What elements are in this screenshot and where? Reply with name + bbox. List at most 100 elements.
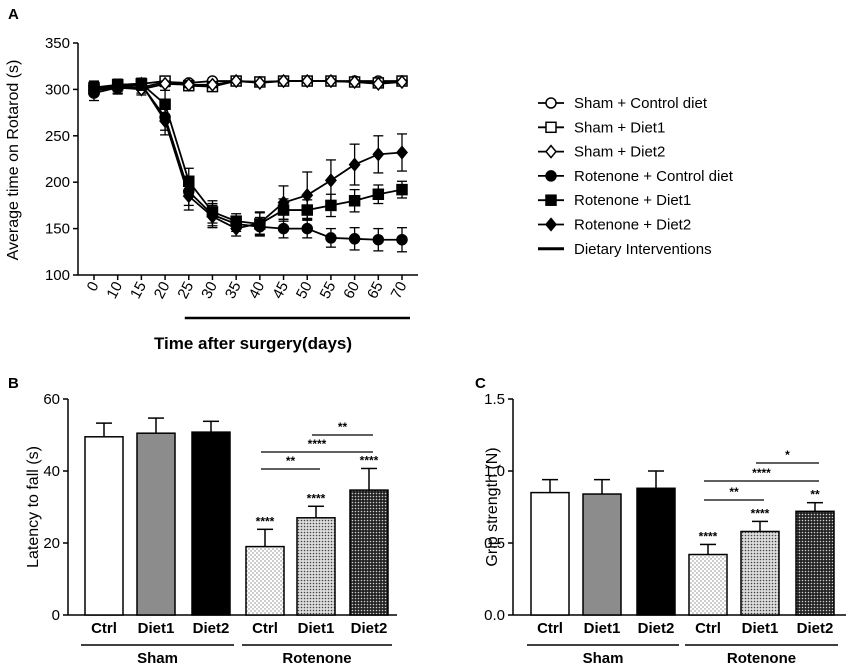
panel-a-point: [182, 77, 195, 92]
panel-a-xlabel: Time after surgery(days): [154, 334, 352, 353]
bar: [136, 432, 176, 616]
panel-a-point: [396, 145, 408, 160]
bar-category-label: Diet1: [298, 620, 335, 637]
bar: [349, 489, 389, 616]
bar-y-tick-label: 20: [43, 535, 60, 552]
legend-label: Dietary Interventions: [574, 241, 712, 258]
bar-category-label: Ctrl: [91, 620, 117, 637]
panel-a-x-tick-label: 55: [317, 279, 340, 302]
panel-a-point: [182, 188, 195, 204]
bar-group-label: Rotenone: [282, 650, 351, 667]
panel-a-point: [348, 157, 361, 172]
bar-category-label: Diet2: [193, 620, 230, 637]
panel-a-point: [348, 74, 361, 90]
bar-y-tick-label: 0.5: [484, 535, 505, 552]
legend-marker: [545, 97, 557, 109]
bar-category-label: Diet1: [138, 620, 175, 637]
panel-a-y-tick-label: 350: [45, 35, 70, 52]
panel-a-point: [230, 73, 243, 89]
panel-a-point: [396, 183, 408, 196]
panel-a-point: [277, 222, 290, 235]
panel-a-y-tick-label: 150: [45, 221, 70, 238]
bar: [296, 517, 336, 616]
panel-a-point: [301, 73, 314, 89]
legend-label: Rotenone + Diet1: [574, 192, 691, 209]
panel-a-y-tick-label: 250: [45, 128, 70, 145]
panel-a-point: [111, 78, 124, 93]
panel-a-point: [324, 173, 337, 188]
bar: [582, 493, 622, 616]
legend-marker: [545, 217, 557, 232]
panel-a-x-tick-label: 15: [127, 279, 150, 302]
bar-category-label: Diet2: [351, 620, 388, 637]
panel-a-x-tick-label: 70: [388, 279, 411, 302]
panel-a-x-tick-label: 0: [84, 279, 103, 294]
bar-significance-label: ****: [699, 529, 718, 543]
panel-a-point: [159, 113, 172, 129]
bar: [530, 491, 570, 616]
panel-a-x-tick-label: 30: [198, 279, 221, 302]
bar-y-tick-label: 1.0: [484, 463, 505, 480]
bar-comparison-label: **: [286, 454, 296, 468]
panel-a-point: [206, 209, 219, 224]
legend-label: Sham + Diet1: [574, 119, 665, 136]
bar: [740, 530, 780, 616]
bar-comparison-label: **: [338, 420, 348, 434]
bar: [688, 553, 728, 616]
panel-b-letter: B: [8, 375, 19, 392]
panel-a-point: [396, 74, 408, 90]
panel-a-letter: A: [8, 6, 19, 23]
bar-category-label: Ctrl: [537, 620, 563, 637]
panel-a-series: [88, 76, 408, 237]
bar-y-tick-label: 0.0: [484, 607, 505, 624]
bar-category-label: Diet1: [584, 620, 621, 637]
bar-significance-label: ****: [256, 514, 275, 528]
panel-a-ylabel: Average time on Rotarod (s): [5, 60, 22, 261]
bar-category-label: Ctrl: [252, 620, 278, 637]
panel-a-point: [253, 75, 266, 91]
bar: [636, 487, 676, 616]
bar-category-label: Ctrl: [695, 620, 721, 637]
bar-significance-label: ****: [751, 506, 770, 520]
panel-a-point: [348, 195, 361, 207]
panel-a-y-tick-label: 200: [45, 174, 70, 191]
bar-comparison-label: *: [785, 448, 790, 462]
bar-group-label: Rotenone: [727, 650, 796, 667]
panel-a-x-tick-label: 20: [151, 279, 174, 302]
panel-c-ylabel: Grip strength (N): [484, 447, 501, 566]
panel-a-legend: Sham + Control diet Sham + Diet1 Sham + Di…: [538, 95, 734, 258]
bar: [84, 436, 124, 616]
panel-a-series: [88, 77, 408, 236]
panel-a-x-tick-label: 50: [293, 279, 316, 302]
legend-label: Sham + Control diet: [574, 95, 708, 112]
panel-a-point: [135, 76, 148, 92]
legend-marker: [545, 144, 557, 159]
panel-a-point: [277, 195, 290, 210]
panel-a-series-line: [93, 82, 403, 230]
bar-group-label: Sham: [137, 650, 178, 667]
legend-label: Sham + Diet2: [574, 144, 665, 161]
bar: [795, 510, 835, 616]
panel-a-x-tick-label: 10: [103, 279, 126, 302]
bar-y-tick-label: 1.5: [484, 391, 505, 408]
bar-y-tick-label: 40: [43, 463, 60, 480]
panel-a-point: [277, 73, 290, 89]
panel-a-point: [324, 73, 337, 89]
bar-comparison-label: ****: [752, 466, 771, 480]
panel-a-y-tick-label: 300: [45, 81, 70, 98]
panel-a-point: [372, 76, 385, 92]
bar: [245, 545, 285, 616]
bar-category-label: Diet2: [638, 620, 675, 637]
panel-a-point: [253, 215, 266, 231]
bar: [191, 431, 231, 616]
legend-label: Rotenone + Diet2: [574, 217, 691, 234]
panel-b-ylabel: Latency to fall (s): [25, 446, 42, 568]
bar-significance-label: ****: [360, 453, 379, 467]
bar-group-label: Sham: [583, 650, 624, 667]
panel-a-point: [301, 188, 314, 203]
panel-a-point: [230, 221, 243, 236]
bar-comparison-label: ****: [308, 437, 327, 451]
